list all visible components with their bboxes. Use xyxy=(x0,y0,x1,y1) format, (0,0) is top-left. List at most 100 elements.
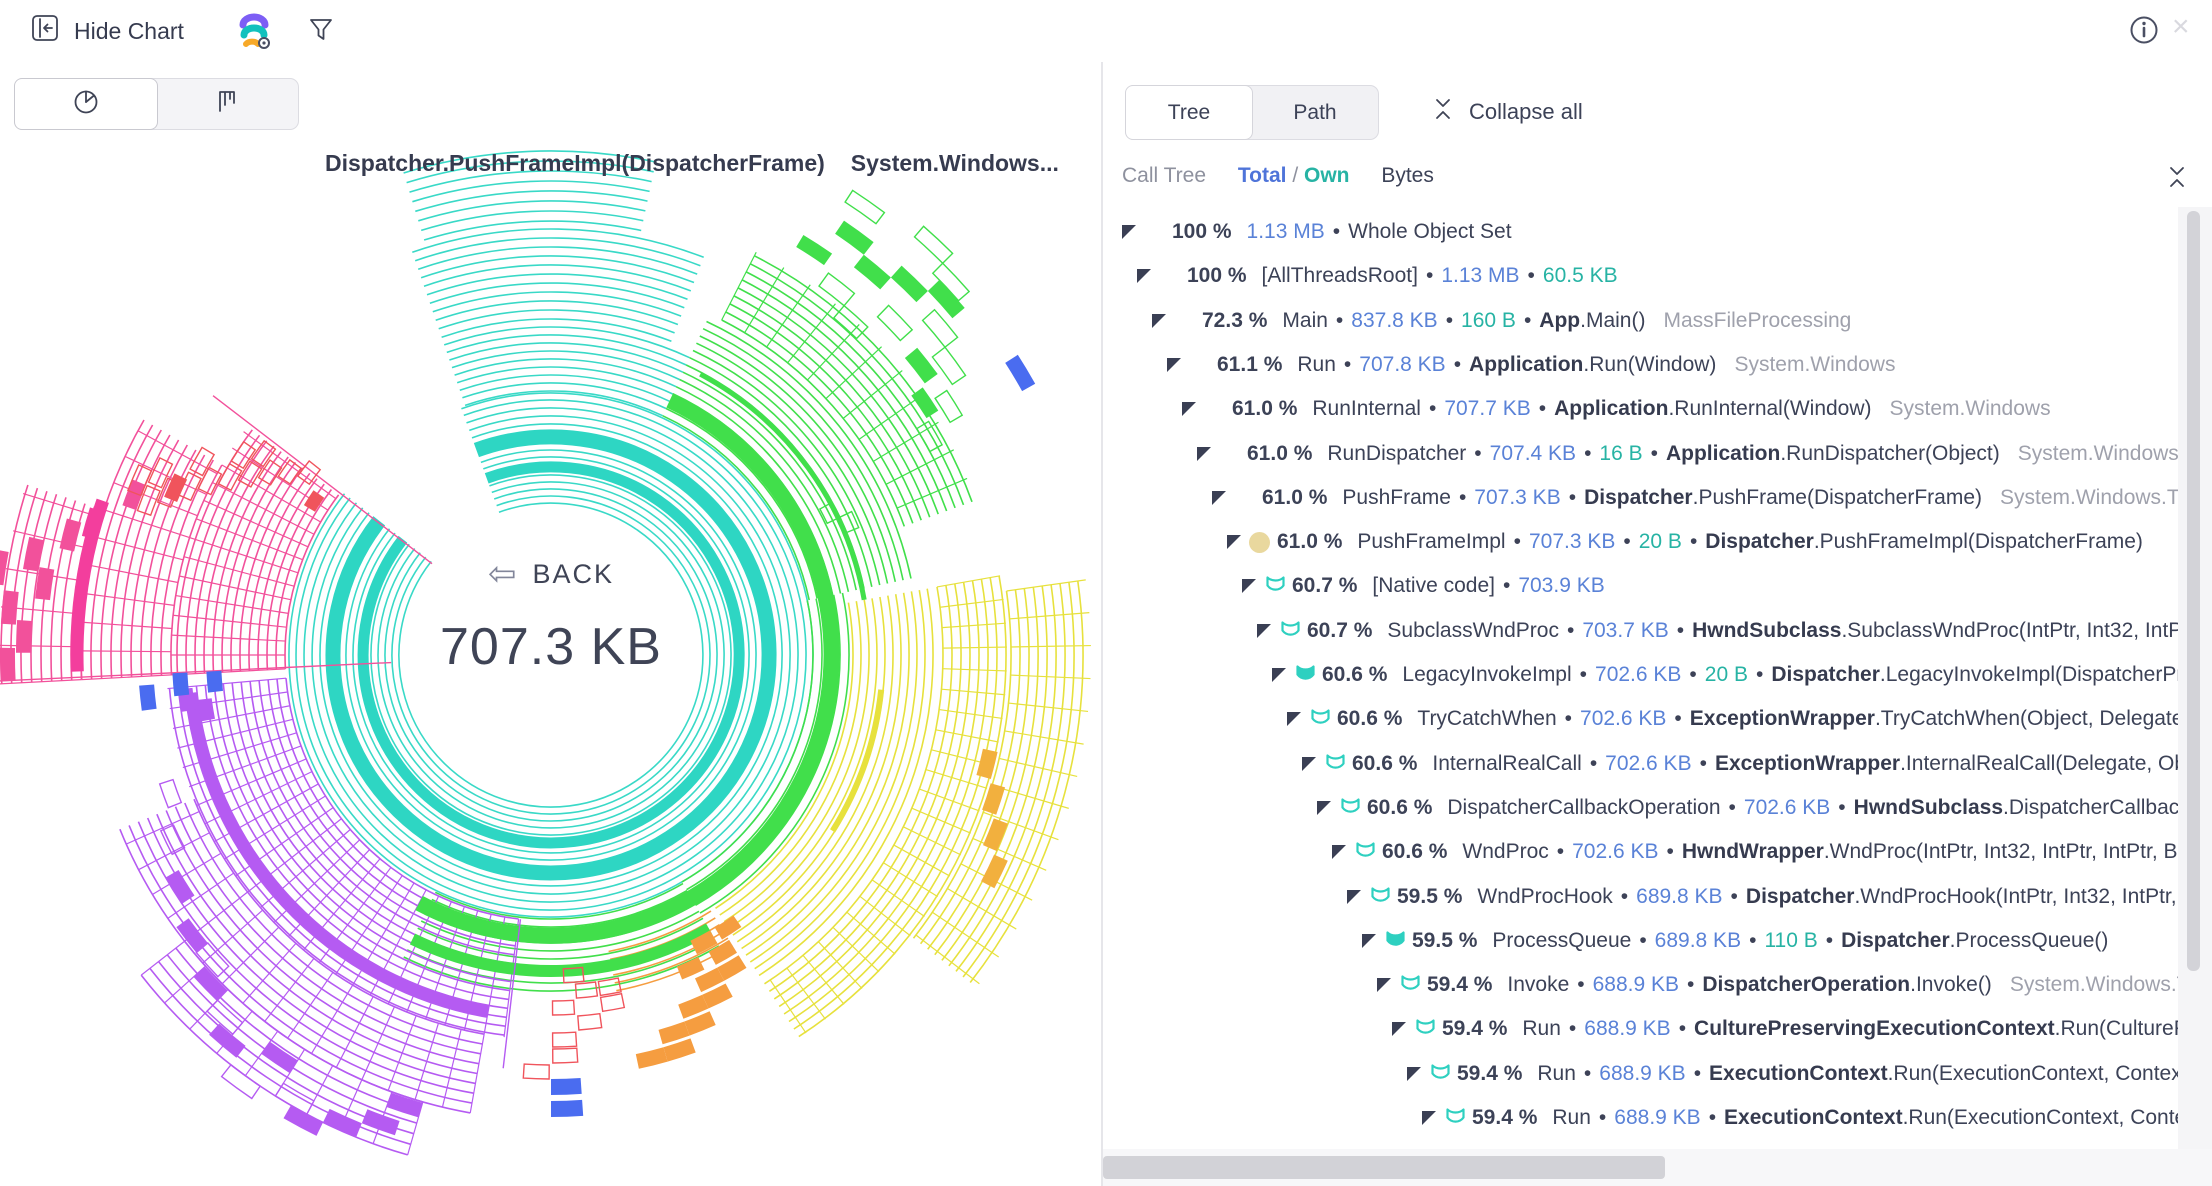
expand-triangle[interactable] xyxy=(1167,357,1181,372)
expand-triangle[interactable] xyxy=(1242,579,1256,594)
row-method: .SubclassWndProc(IntPtr, Int32, IntPtr, … xyxy=(1841,618,2212,642)
tree-row[interactable]: 60.6 % DispatcherCallbackOperation • 702.6 … xyxy=(1103,786,2212,830)
units-label[interactable]: Bytes xyxy=(1381,164,1434,187)
collapse-all-button[interactable]: Collapse all xyxy=(1431,96,1583,128)
expand-triangle[interactable] xyxy=(1122,225,1136,239)
expand-triangle[interactable] xyxy=(1197,446,1211,461)
tree-path-switcher: Tree Path xyxy=(1125,85,1379,140)
row-own-size: 16 B xyxy=(1599,441,1643,465)
expand-triangle[interactable] xyxy=(1272,668,1286,682)
row-method: .TryCatchWhen(Object, Delegate, Object, … xyxy=(1874,707,2212,731)
selected-frame-dot-icon xyxy=(1249,531,1270,553)
row-namespace: System.Windows xyxy=(1734,352,1896,376)
tree-row[interactable]: 60.7 % [Native code] • 703.9 KB xyxy=(1103,564,2212,608)
row-total-size: 688.9 KB xyxy=(1584,1017,1671,1041)
row-icon-slot xyxy=(1399,971,1427,999)
row-own-size: 60.5 KB xyxy=(1542,264,1618,288)
row-name: WndProcHook xyxy=(1477,884,1613,908)
expand-triangle[interactable] xyxy=(1362,933,1376,948)
filter-icon[interactable] xyxy=(304,12,338,51)
tree-row[interactable]: 72.3 % Main • 837.8 KB • 160 B • App .Main() Mass… xyxy=(1103,299,2212,343)
horizontal-scrollbar-thumb[interactable] xyxy=(1103,1156,1665,1179)
frame-namespace: System.Windows... xyxy=(850,150,1059,176)
expand-triangle[interactable] xyxy=(1422,1111,1436,1125)
tree-row[interactable]: 59.4 % Run • 688.9 KB • ExecutionContext .Run(… xyxy=(1103,1052,2212,1096)
row-class: ExecutionContext xyxy=(1724,1106,1903,1129)
row-percent: 72.3 % xyxy=(1202,308,1268,332)
vertical-scrollbar[interactable] xyxy=(2178,207,2212,1149)
row-percent: 61.0 % xyxy=(1277,530,1343,554)
tree-row[interactable]: 60.7 % SubclassWndProc • 703.7 KB • HwndSubcl… xyxy=(1103,609,2212,653)
tree-row[interactable]: 61.0 % PushFrameImpl • 707.3 KB • 20 B • Dispat… xyxy=(1103,520,2212,564)
expand-triangle[interactable] xyxy=(1302,756,1316,771)
row-class: ExceptionWrapper xyxy=(1714,751,1901,775)
tab-tree[interactable]: Tree xyxy=(1125,85,1253,140)
expand-triangle[interactable] xyxy=(1332,845,1346,860)
tree-row[interactable]: 61.0 % RunInternal • 707.7 KB • Application .R… xyxy=(1103,387,2212,431)
row-percent: 59.4 % xyxy=(1427,973,1493,997)
row-total-size: 1.13 MB xyxy=(1441,264,1520,288)
tree-row[interactable]: 60.6 % TryCatchWhen • 702.6 KB • ExceptionWra… xyxy=(1103,697,2212,741)
tree-row[interactable]: 61.1 % Run • 707.8 KB • Application .Run(Windo… xyxy=(1103,343,2212,387)
expand-triangle[interactable] xyxy=(1137,269,1151,284)
hide-chart-button[interactable]: Hide Chart xyxy=(28,11,184,51)
expand-triangle[interactable] xyxy=(1182,402,1196,417)
expand-triangle[interactable] xyxy=(1287,712,1301,727)
row-icon-slot xyxy=(1324,750,1352,778)
tree-row[interactable]: 60.6 % LegacyInvokeImpl • 702.6 KB • 20 B • Dis… xyxy=(1103,653,2212,697)
back-button[interactable]: ⇦ BACK xyxy=(488,557,614,591)
pie-chart-icon xyxy=(71,87,101,122)
expand-triangle[interactable] xyxy=(1392,1022,1406,1037)
row-icon-slot xyxy=(1384,927,1412,955)
row-total-size: 703.7 KB xyxy=(1582,618,1669,642)
sort-own[interactable]: Own xyxy=(1304,164,1350,187)
sort-total[interactable]: Total xyxy=(1237,164,1287,187)
expand-triangle[interactable] xyxy=(1257,623,1271,638)
expand-triangle[interactable] xyxy=(1317,800,1331,815)
sunburst-chart[interactable] xyxy=(0,62,1101,1186)
expand-triangle[interactable] xyxy=(1407,1066,1421,1081)
tree-row[interactable]: 60.6 % InternalRealCall • 702.6 KB • Exceptio… xyxy=(1103,742,2212,786)
tree-row[interactable]: 61.0 % RunDispatcher • 707.4 KB • 16 B • Applic… xyxy=(1103,432,2212,476)
info-icon[interactable] xyxy=(2126,12,2162,53)
row-class: ExecutionContext xyxy=(1709,1061,1888,1085)
vertical-scrollbar-thumb[interactable] xyxy=(2187,211,2200,971)
chart-panel: Dispatcher.PushFrameImpl(DispatcherFrame… xyxy=(0,62,1101,1186)
tree-row[interactable]: 59.5 % ProcessQueue • 689.8 KB • 110 B • Dispat… xyxy=(1103,919,2212,963)
row-icon-slot xyxy=(1294,661,1322,689)
expand-triangle[interactable] xyxy=(1212,490,1226,505)
ring-segment-icon xyxy=(1309,705,1332,733)
expand-triangle[interactable] xyxy=(1347,889,1361,904)
tree-row[interactable]: 60.6 % WndProc • 702.6 KB • HwndWrapper .WndPr… xyxy=(1103,830,2212,874)
tree-row[interactable]: 59.4 % Run • 688.9 KB • ExecutionContext .Run(… xyxy=(1103,1096,2212,1140)
tree-row[interactable]: 59.5 % WndProcHook • 689.8 KB • Dispatcher .Wn… xyxy=(1103,875,2212,919)
ring-segment-filled-icon xyxy=(1294,661,1317,689)
profiler-logo-icon[interactable] xyxy=(234,12,274,57)
row-percent: 60.6 % xyxy=(1322,663,1388,686)
icicle-view-button[interactable] xyxy=(157,79,299,129)
row-percent: 60.7 % xyxy=(1292,574,1358,598)
tree-row[interactable]: 59.4 % Invoke • 688.9 KB • DispatcherOperatio… xyxy=(1103,963,2212,1007)
ring-segment-icon xyxy=(1399,971,1422,999)
tree-row[interactable]: 59.4 % Run • 688.9 KB • CulturePreservingExec… xyxy=(1103,1007,2212,1051)
sunburst-view-button[interactable] xyxy=(14,78,158,130)
row-class: Application xyxy=(1554,397,1669,421)
row-name: Run xyxy=(1552,1106,1591,1129)
expand-triangle[interactable] xyxy=(1152,313,1166,328)
close-icon[interactable]: × xyxy=(2172,10,2190,43)
tree-row[interactable]: 61.0 % PushFrame • 707.3 KB • Dispatcher .Push… xyxy=(1103,476,2212,520)
expand-triangle[interactable] xyxy=(1227,535,1241,550)
tree-column-header: Call Tree Total / Own Bytes xyxy=(1122,164,1434,188)
tree-row[interactable]: 100 % [AllThreadsRoot] • 1.13 MB • 60.5 KB xyxy=(1103,254,2212,298)
tab-path[interactable]: Path xyxy=(1293,100,1337,124)
row-namespace: System.Windows.Threading xyxy=(2000,485,2212,509)
row-percent: 59.4 % xyxy=(1472,1106,1538,1129)
header-collapse-icon[interactable] xyxy=(2165,164,2189,195)
tree-row[interactable]: 100 % 1.13 MB • Whole Object Set xyxy=(1103,210,2212,254)
row-percent: 61.1 % xyxy=(1217,352,1283,376)
horizontal-scrollbar[interactable] xyxy=(1103,1149,2212,1186)
call-tree-label: Call Tree xyxy=(1122,164,1207,187)
expand-triangle[interactable] xyxy=(1377,978,1391,993)
row-name: PushFrameImpl xyxy=(1357,530,1506,554)
